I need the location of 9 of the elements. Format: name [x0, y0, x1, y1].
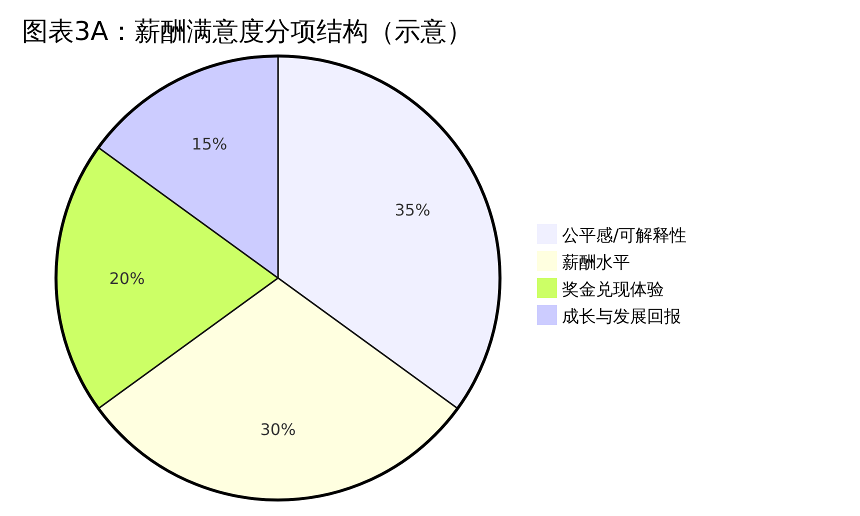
data-label: 30% — [260, 420, 296, 439]
legend-label: 薪酬水平 — [562, 253, 630, 273]
data-label: 20% — [109, 269, 145, 288]
chart-title: 图表3A：薪酬满意度分项结构（示意） — [22, 17, 472, 47]
legend-label: 奖金兑现体验 — [562, 280, 664, 300]
legend-label: 成长与发展回报 — [562, 307, 681, 327]
data-label: 35% — [394, 200, 430, 220]
data-label: 15% — [192, 134, 228, 154]
slice-label: 公平感/可解释性 — [562, 226, 687, 246]
